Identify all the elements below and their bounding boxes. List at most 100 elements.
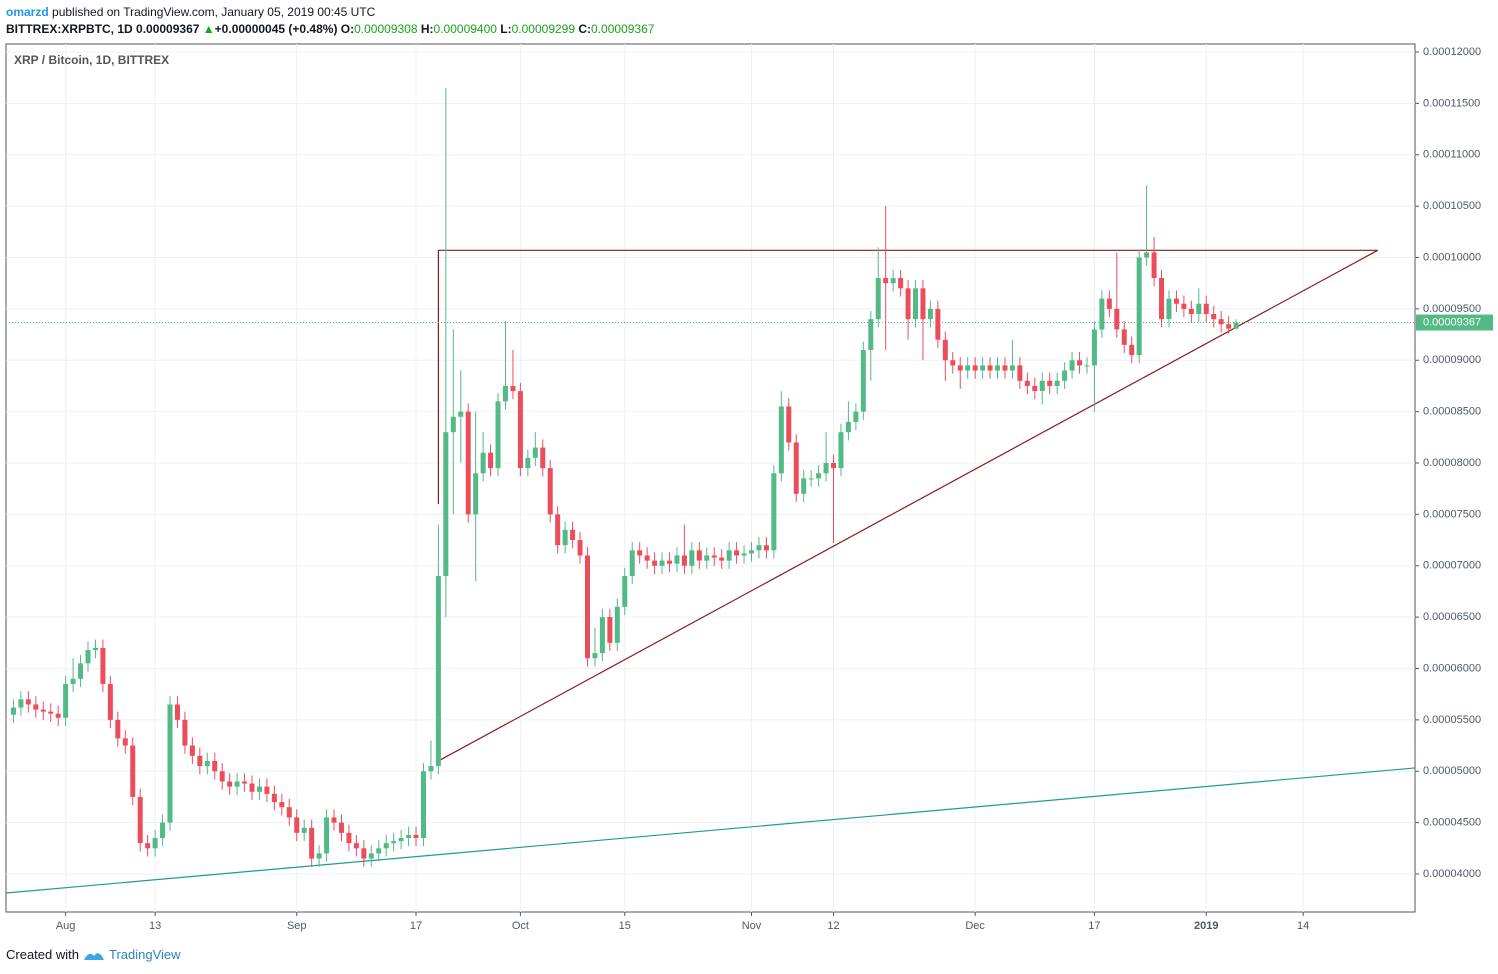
candle-body bbox=[950, 360, 956, 366]
candle-body bbox=[1009, 365, 1015, 371]
y-tick-label: 0.00008500 bbox=[1423, 406, 1481, 418]
chart-title: XRP / Bitcoin, 1D, BITTREX bbox=[14, 53, 169, 67]
x-tick-label: Sep bbox=[287, 920, 307, 932]
candle-body bbox=[413, 834, 419, 839]
candle-body bbox=[1136, 257, 1142, 356]
candle-body bbox=[1181, 303, 1187, 309]
candle-body bbox=[860, 349, 866, 412]
candle-body bbox=[1226, 324, 1232, 329]
candle-body bbox=[1233, 322, 1239, 329]
candle-body bbox=[488, 452, 494, 469]
candle-body bbox=[145, 843, 151, 849]
candle-body bbox=[875, 278, 881, 320]
header: omarzd published on TradingView.com, Jan… bbox=[6, 4, 654, 38]
logo bbox=[83, 952, 104, 960]
candle-body bbox=[1069, 360, 1075, 371]
candle-body bbox=[1114, 308, 1120, 330]
change: +0.00000045 (+0.48%) bbox=[214, 22, 338, 36]
trend-line bbox=[437, 249, 1379, 762]
candle-body bbox=[1151, 252, 1157, 279]
candle-body bbox=[346, 832, 352, 844]
candle-body bbox=[622, 576, 628, 607]
ohlc-value: 0.00009367 bbox=[591, 22, 655, 36]
candle-body bbox=[480, 452, 486, 474]
x-tick-label: Dec bbox=[965, 920, 985, 932]
symbol-line: BITTREX:XRPBTC, 1D 0.00009367 ▲+0.000000… bbox=[6, 21, 654, 38]
brand[interactable]: TradingView bbox=[108, 947, 181, 962]
candle-body bbox=[584, 555, 590, 659]
candle-body bbox=[1024, 380, 1030, 386]
candle-body bbox=[174, 704, 180, 720]
candle-body bbox=[1121, 329, 1127, 345]
candle-body bbox=[1002, 365, 1008, 371]
candle-body bbox=[33, 704, 39, 710]
ohlc-value: 0.00009400 bbox=[433, 22, 497, 36]
candle-body bbox=[1039, 380, 1045, 392]
candle-body bbox=[972, 365, 978, 371]
candle-body bbox=[331, 817, 337, 823]
candle-body bbox=[100, 647, 106, 684]
candle-body bbox=[219, 771, 225, 782]
published: published on TradingView.com, January 05… bbox=[52, 5, 376, 19]
candle-body bbox=[10, 707, 16, 715]
candle-body bbox=[1032, 385, 1038, 392]
y-tick-label: 0.00007500 bbox=[1423, 508, 1481, 520]
ohlc: O:0.00009308 H:0.00009400 L:0.00009299 C… bbox=[341, 22, 655, 36]
candle-body bbox=[957, 365, 963, 371]
candle-body bbox=[294, 817, 300, 833]
candle-body bbox=[1173, 298, 1179, 304]
candle-body bbox=[473, 473, 479, 515]
candle-body bbox=[831, 462, 837, 469]
ohlc-value: 0.00009308 bbox=[354, 22, 418, 36]
candle-body bbox=[652, 560, 658, 566]
y-tick-label: 0.00010000 bbox=[1423, 251, 1481, 263]
candle-body bbox=[763, 545, 769, 551]
candle-body bbox=[562, 529, 568, 546]
candle-body bbox=[525, 457, 531, 469]
candle-body bbox=[704, 555, 710, 561]
publish-line: omarzd published on TradingView.com, Jan… bbox=[6, 4, 654, 21]
candle-body bbox=[778, 406, 784, 474]
y-tick-label: 0.00004500 bbox=[1423, 817, 1481, 829]
candle-body bbox=[458, 411, 464, 417]
candle-body bbox=[734, 550, 740, 556]
candle-body bbox=[965, 365, 971, 371]
ohlc-label: O: bbox=[340, 22, 355, 36]
candle-body bbox=[420, 771, 426, 839]
candle-body bbox=[756, 545, 762, 551]
candle-body bbox=[883, 278, 889, 284]
candle-body bbox=[696, 550, 702, 561]
ohlc-label: C: bbox=[578, 22, 592, 36]
candle-body bbox=[711, 555, 717, 558]
candle-body bbox=[1166, 298, 1172, 320]
candle-body bbox=[689, 550, 695, 566]
candle-body bbox=[1077, 360, 1083, 366]
candle-body bbox=[383, 843, 389, 849]
candle-body bbox=[1054, 380, 1060, 386]
y-tick-label: 0.00004000 bbox=[1423, 868, 1481, 880]
candle-body bbox=[913, 288, 919, 320]
candle-body bbox=[256, 786, 262, 792]
y-tick-label: 0.00011500 bbox=[1423, 97, 1480, 109]
candle-body bbox=[868, 319, 874, 350]
candle-body bbox=[137, 796, 143, 844]
candle-body bbox=[741, 553, 747, 556]
candle-body bbox=[182, 719, 188, 746]
candle-body bbox=[406, 834, 412, 839]
x-tick-label: 17 bbox=[1088, 920, 1100, 932]
plot-frame bbox=[5, 43, 1416, 913]
candle-body bbox=[592, 653, 598, 659]
candle-body bbox=[1084, 365, 1090, 367]
candle-body bbox=[801, 478, 807, 494]
candle-body bbox=[391, 841, 397, 844]
candle-body bbox=[629, 550, 635, 577]
x-tick-label: Aug bbox=[56, 920, 76, 932]
author[interactable]: omarzd bbox=[6, 5, 49, 19]
candle-body bbox=[674, 555, 680, 564]
x-tick-label: Oct bbox=[512, 920, 529, 932]
candle-body bbox=[890, 278, 896, 284]
candle-body bbox=[1129, 344, 1135, 356]
candle-body bbox=[234, 781, 240, 787]
candle-body bbox=[450, 416, 456, 433]
up-arrow: ▲ bbox=[202, 22, 215, 36]
